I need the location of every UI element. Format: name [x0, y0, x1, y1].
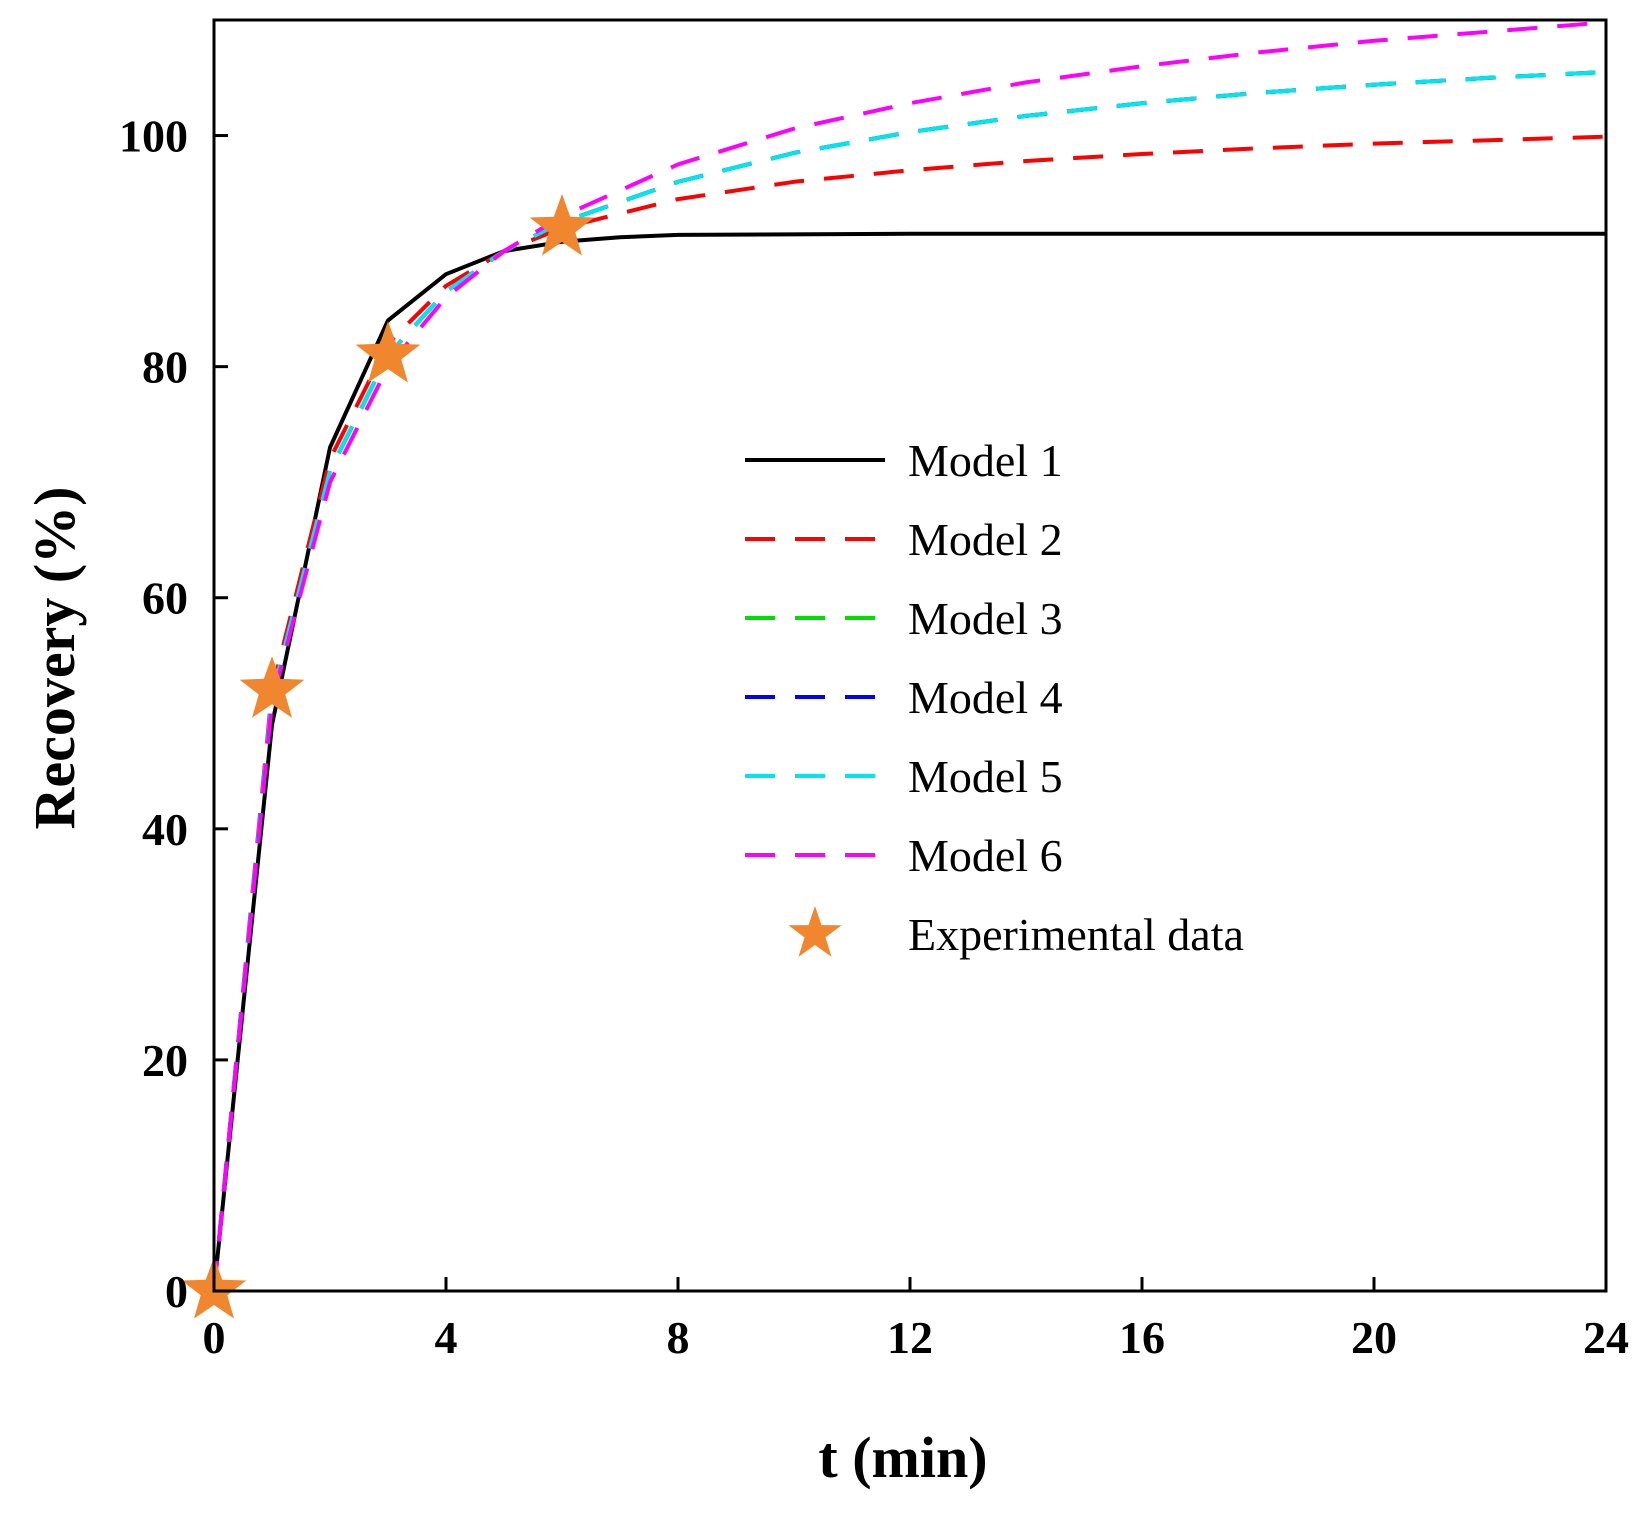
x-tick-label: 0: [203, 1312, 226, 1363]
legend-star-icon: [788, 906, 842, 957]
series-line-model-5: [214, 70, 1606, 1291]
x-tick-label: 4: [435, 1312, 458, 1363]
y-tick-label: 80: [142, 342, 188, 393]
legend-label-3: Model 3: [908, 593, 1063, 644]
y-tick-label: 60: [142, 573, 188, 624]
x-tick-label: 24: [1583, 1312, 1629, 1363]
x-axis-label: t (min): [818, 1425, 987, 1490]
experimental-point: [355, 321, 421, 383]
plot-frame: [212, 18, 1608, 1293]
legend-label-experimental: Experimental data: [908, 909, 1244, 960]
series-line-model-6: [214, 20, 1606, 1291]
tick-layer: 0 4 8 12 16 20 24 0 20 40 60 80 100: [119, 111, 1629, 1363]
x-tick-label: 8: [667, 1312, 690, 1363]
x-tick-label: 16: [1119, 1312, 1165, 1363]
y-tick-label: 20: [142, 1035, 188, 1086]
y-tick-label: 100: [119, 111, 188, 162]
legend: Model 1 Model 2 Model 3 Model 4 Model 5 Model…: [745, 435, 1244, 960]
x-tick-label: 20: [1351, 1312, 1397, 1363]
marker-layer: [181, 194, 595, 1319]
experimental-point: [239, 656, 305, 718]
legend-label-4: Model 4: [908, 672, 1063, 723]
legend-label-2: Model 2: [908, 514, 1063, 565]
legend-label-1: Model 1: [908, 435, 1063, 486]
legend-label-5: Model 5: [908, 751, 1063, 802]
series-line-model-2: [214, 134, 1606, 1291]
legend-label-6: Model 6: [908, 830, 1063, 881]
series-layer: [214, 20, 1606, 1291]
experimental-point: [529, 194, 595, 256]
y-axis-label: Recovery (%): [22, 487, 87, 830]
y-tick-label: 40: [142, 804, 188, 855]
x-tick-label: 12: [887, 1312, 933, 1363]
y-tick-label: 0: [165, 1266, 188, 1317]
